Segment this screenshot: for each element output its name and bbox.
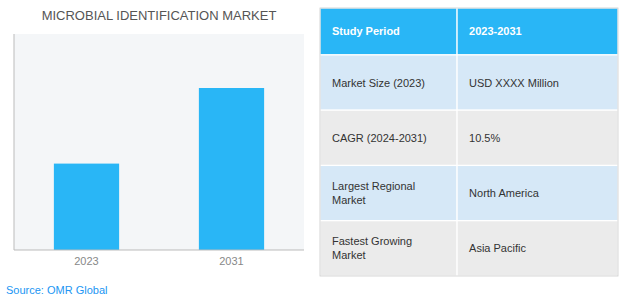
text-line: Market Size (2023) [332,77,425,89]
x-tick-label: 2031 [219,255,243,267]
table-cell-text: 10.5% [469,132,500,144]
table-header-text: 2023-2031 [469,25,522,37]
table-cell-text: USD XXXX Million [469,77,559,89]
table-header-cell [320,8,457,55]
chart-title: MICROBIAL IDENTIFICATION MARKET [42,8,277,23]
table-cell [457,221,618,276]
text-line: Largest Regional [332,180,415,192]
text-line: Study Period [332,25,400,37]
table-cell [457,165,618,220]
table-header-cell [457,8,618,55]
table-cell [320,110,457,165]
text-line: Market [332,194,366,206]
bar [54,164,119,250]
text-line: Asia Pacific [469,242,526,254]
plot-background [14,34,304,250]
table-cell-text: CAGR (2024-2031) [332,132,427,144]
table-cell [320,221,457,276]
table-cell [457,55,618,110]
text-line: 2023-2031 [469,25,522,37]
bars [54,88,264,250]
table-cell [457,110,618,165]
table-border [320,8,618,276]
x-axis-line [14,250,304,251]
bar [199,88,264,250]
text-line: CAGR (2024-2031) [332,132,427,144]
table-cell-text: Largest Regional Market [332,180,415,206]
x-tick-label: 2023 [74,255,98,267]
table-cell-text: Asia Pacific [469,242,526,254]
table-cell [320,165,457,220]
text-line: North America [469,187,540,199]
text-line: Market [332,249,366,261]
table-cell [320,55,457,110]
table-cell-text: Market Size (2023) [332,77,425,89]
text-line: Fastest Growing [332,235,412,247]
text-line: 10.5% [469,132,500,144]
table-cell-text: North America [469,187,540,199]
source-text: Source: OMR Global [6,284,107,296]
table: Study Period 2023-2031 Market Size (2023) U… [320,8,618,276]
y-axis-line [14,34,15,250]
table-cell-text: Fastest Growing Market [332,235,412,261]
table-header-text: Study Period [332,25,400,37]
text-line: USD XXXX Million [469,77,559,89]
chart-root: MICROBIAL IDENTIFICATION MARKET 2023 2031 S… [0,0,626,302]
